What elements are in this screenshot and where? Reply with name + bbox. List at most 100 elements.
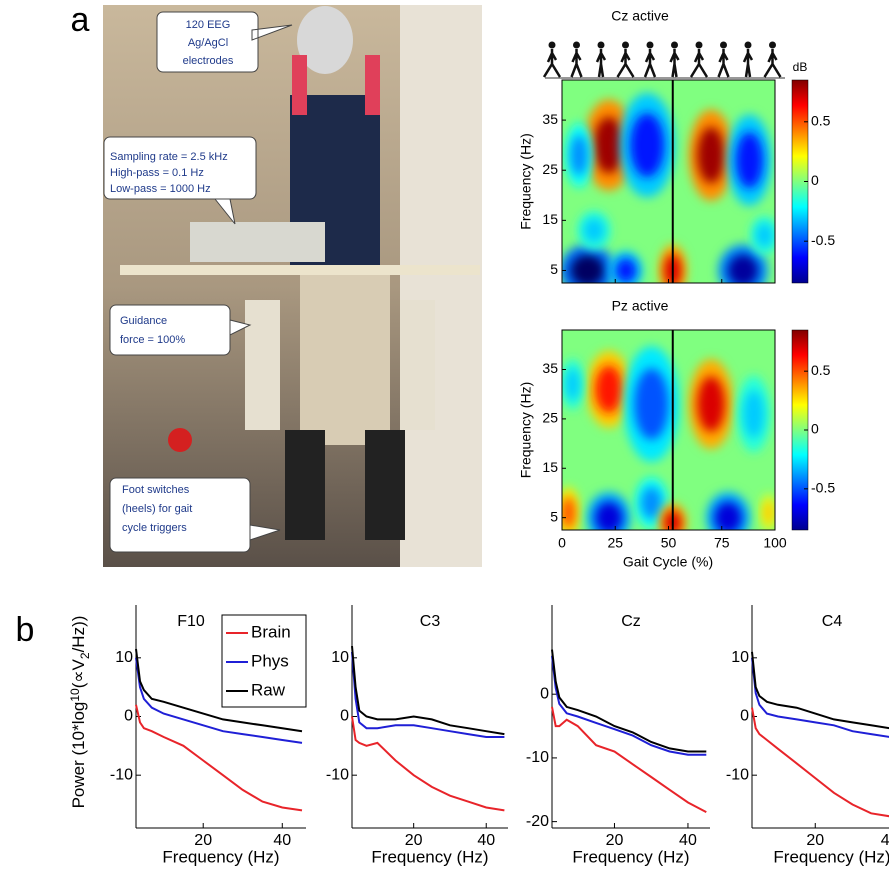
- callout-text: force = 100%: [120, 334, 185, 346]
- walker-head: [622, 41, 629, 49]
- x-tick-label: 20: [405, 832, 423, 849]
- leg-strap: [285, 430, 325, 540]
- walker-head: [744, 41, 752, 49]
- x-tick-label: 100: [763, 535, 787, 551]
- walker-body: [595, 49, 607, 78]
- blob: [593, 117, 625, 174]
- callout-box: [109, 477, 281, 553]
- walker-head: [671, 41, 678, 49]
- exoskeleton: [245, 300, 280, 430]
- callout-text: Foot switches: [122, 484, 190, 496]
- callout-text: cycle triggers: [122, 522, 187, 534]
- legend-label: Brain: [251, 622, 291, 641]
- y-axis-label: Power (10*log10(∝V2/Hz)): [68, 616, 92, 809]
- series-line: [351, 646, 505, 736]
- heatmap-title: Pz active: [612, 298, 669, 314]
- blob: [714, 501, 742, 530]
- y-axis-label: Frequency (Hz): [518, 133, 534, 229]
- x-tick-label: 75: [714, 535, 730, 551]
- colorbar-label: 0.5: [811, 112, 831, 128]
- legend-label: Raw: [251, 680, 286, 699]
- y-tick-label: -10: [326, 766, 349, 783]
- y-axis-label-part: Power (10*log: [69, 702, 88, 809]
- y-tick-label: 0: [124, 708, 133, 725]
- y-tick-label: 35: [542, 111, 558, 127]
- y-axis-label-part: /Hz)): [69, 616, 88, 653]
- y-tick-label: -20: [526, 813, 549, 830]
- series-line: [135, 648, 303, 733]
- blob: [615, 258, 637, 283]
- callout-box: [103, 136, 257, 225]
- walker-body: [689, 49, 709, 78]
- walker-head: [769, 41, 776, 49]
- callout-text: High-pass = 0.1 Hz: [110, 167, 204, 179]
- y-tick-label: -10: [526, 749, 549, 766]
- callout-box: [156, 11, 293, 73]
- y-axis-label-part: 2: [78, 652, 92, 659]
- walker-head: [597, 41, 605, 49]
- callout-text: Sampling rate = 2.5 kHz: [110, 151, 228, 163]
- callout-text: Ag/AgCl: [188, 37, 228, 49]
- pad: [292, 55, 307, 115]
- x-axis-label: Frequency (Hz): [572, 847, 689, 866]
- series-line: [351, 651, 505, 738]
- panel-label: b: [16, 611, 35, 649]
- blob: [641, 487, 662, 519]
- walker-body: [742, 49, 754, 78]
- y-tick-label: 5: [550, 261, 558, 277]
- stop-button: [168, 428, 192, 452]
- amplifier: [190, 222, 325, 262]
- panel-label: a: [71, 1, 90, 39]
- colorbar-label: 0.5: [811, 362, 831, 378]
- series-line: [551, 706, 707, 813]
- blob: [727, 254, 759, 283]
- colorbar-label: -0.5: [811, 232, 835, 248]
- x-tick-label: 40: [273, 832, 291, 849]
- series-line: [551, 655, 707, 756]
- callout-text: electrodes: [183, 55, 234, 67]
- blob: [570, 135, 588, 176]
- colorbar-label: 0: [811, 421, 819, 437]
- x-tick-label: 20: [606, 832, 624, 849]
- blob: [634, 368, 669, 440]
- y-tick-label: 10: [331, 649, 349, 666]
- y-axis-label: Frequency (Hz): [518, 382, 534, 478]
- pad: [365, 55, 380, 115]
- callout-text: (heels) for gait: [122, 503, 192, 515]
- walker-body: [616, 49, 635, 78]
- blob: [743, 390, 764, 438]
- wall: [400, 5, 482, 567]
- blob: [630, 113, 665, 178]
- y-tick-label: 10: [115, 649, 133, 666]
- colorbar-title: dB: [793, 60, 808, 74]
- x-tick-label: 40: [477, 832, 495, 849]
- walker-head: [720, 41, 727, 49]
- y-tick-label: 0: [340, 708, 349, 725]
- x-tick-label: 20: [806, 832, 824, 849]
- x-axis-label: Gait Cycle (%): [623, 554, 713, 570]
- series-line: [135, 704, 303, 812]
- callout-text: Low-pass = 1000 Hz: [110, 183, 211, 195]
- exoskeleton: [400, 300, 435, 430]
- heatmap-blobs: [562, 93, 775, 283]
- x-axis-label: Frequency (Hz): [162, 847, 279, 866]
- blob: [562, 496, 576, 529]
- x-tick-label: 20: [194, 832, 212, 849]
- blob: [735, 132, 764, 189]
- blob: [565, 368, 580, 401]
- chart-title: C4: [822, 613, 843, 630]
- chart-title: C3: [420, 613, 441, 630]
- leg-strap: [365, 430, 405, 540]
- x-tick-label: 0: [558, 535, 566, 551]
- series-line: [351, 716, 505, 812]
- photo: [103, 5, 482, 567]
- y-tick-label: 0: [540, 685, 549, 702]
- x-tick-label: 40: [881, 832, 889, 849]
- walker-head: [646, 41, 654, 49]
- blob: [595, 365, 623, 413]
- callout-text: Guidance: [120, 315, 167, 327]
- walker-head: [695, 41, 703, 49]
- y-tick-label: -10: [110, 766, 133, 783]
